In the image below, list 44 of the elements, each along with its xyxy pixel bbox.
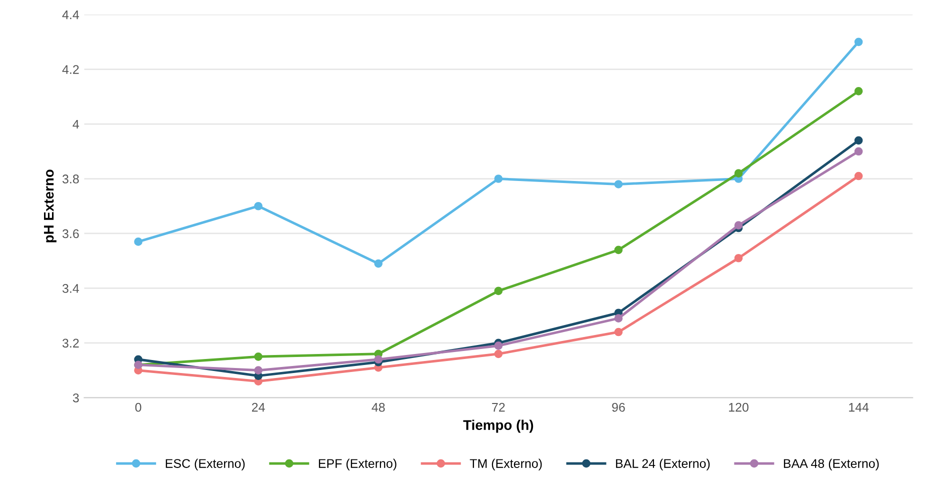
point [254, 202, 262, 210]
point [494, 342, 503, 350]
point [614, 328, 623, 336]
point [254, 352, 262, 361]
point [854, 172, 863, 180]
point [494, 286, 503, 296]
legend-label: TM (Externo) [470, 458, 542, 470]
point [854, 87, 863, 96]
x-tick-label: 72 [492, 402, 505, 412]
point [854, 136, 863, 145]
point [614, 246, 623, 254]
y-tick-label: 4 [72, 120, 80, 129]
point [854, 38, 863, 46]
point [494, 174, 503, 183]
y-tick-label: 3.6 [62, 229, 79, 238]
x-tick-label: 0 [135, 402, 142, 412]
point [374, 355, 383, 364]
point [254, 366, 262, 374]
point [734, 221, 743, 230]
x-tick-label: 144 [849, 403, 869, 412]
y-tick-label: 4.2 [62, 65, 79, 74]
point [854, 147, 863, 156]
legend-label: ESC (Externo) [166, 458, 245, 470]
y-tick-label: 4.4 [62, 10, 80, 20]
legend-label: BAL 24 (Externo) [616, 458, 710, 470]
x-tick-label: 120 [729, 402, 748, 412]
y-tick-label: 3.4 [62, 284, 80, 293]
y-tick-label: 3.2 [62, 338, 79, 348]
point [614, 314, 623, 322]
point [734, 169, 743, 178]
point [734, 254, 743, 262]
y-tick-label: 3 [72, 394, 79, 402]
x-axis-title: Tiempo (h) [463, 420, 534, 433]
legend-label: EPF (Externo) [318, 458, 396, 470]
point [134, 238, 142, 246]
x-tick-label: 24 [252, 402, 265, 412]
y-tick-label: 3.8 [62, 174, 79, 184]
point [494, 350, 503, 358]
x-tick-label: 96 [612, 402, 625, 412]
legend-label: BAA 48 (Externo) [784, 458, 879, 470]
y-axis-title: pH Externo [44, 170, 56, 242]
point [614, 180, 623, 188]
point [374, 259, 383, 268]
x-tick-label: 48 [372, 402, 385, 412]
